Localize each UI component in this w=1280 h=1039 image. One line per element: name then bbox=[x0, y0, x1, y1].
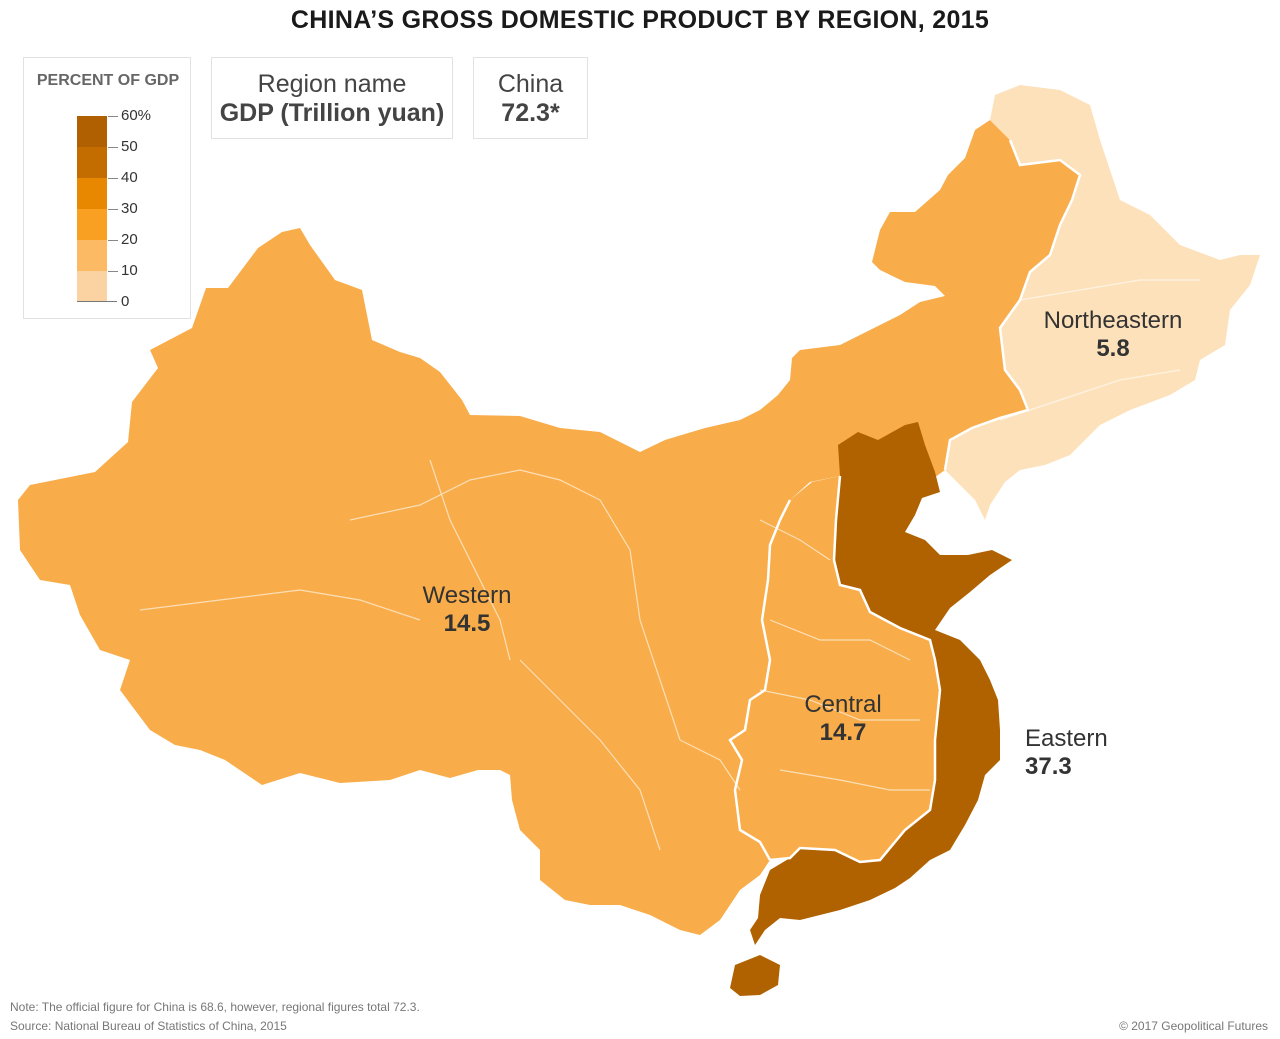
legend-tick-label: 10 bbox=[121, 262, 138, 279]
legend-swatch bbox=[77, 271, 107, 302]
legend-tick-label: 30 bbox=[121, 200, 138, 217]
region-eastern-hainan bbox=[730, 955, 780, 996]
region-central bbox=[730, 476, 940, 862]
legend: PERCENT OF GDP 60% 50 40 30 20 10 0 bbox=[23, 57, 191, 319]
footnote: Note: The official figure for China is 6… bbox=[10, 1000, 420, 1014]
region-label-northeastern-name: Northeastern bbox=[1044, 307, 1183, 334]
legend-swatch bbox=[77, 178, 107, 209]
legend-tick bbox=[108, 209, 118, 210]
region-label-western-value: 14.5 bbox=[444, 610, 491, 637]
key-gdp-label: GDP (Trillion yuan) bbox=[219, 99, 445, 127]
legend-baseline bbox=[77, 301, 117, 302]
legend-color-scale bbox=[77, 116, 107, 302]
region-eastern bbox=[750, 422, 1012, 945]
region-label-central-name: Central bbox=[804, 691, 881, 718]
region-label-northeastern-value: 5.8 bbox=[1096, 335, 1129, 362]
key-region-box: Region name GDP (Trillion yuan) bbox=[211, 57, 453, 139]
region-label-western-name: Western bbox=[423, 582, 512, 609]
region-label-eastern-value: 37.3 bbox=[1025, 753, 1072, 780]
legend-tick-label: 0 bbox=[121, 293, 130, 310]
legend-tick-label: 50 bbox=[121, 138, 138, 155]
key-region-name: Region name bbox=[257, 70, 407, 98]
legend-tick bbox=[108, 147, 118, 148]
legend-swatch bbox=[77, 209, 107, 240]
china-total-box: China 72.3* bbox=[473, 57, 588, 139]
region-western bbox=[18, 120, 1080, 935]
region-label-central-value: 14.7 bbox=[820, 719, 867, 746]
source-note: Source: National Bureau of Statistics of… bbox=[10, 1019, 287, 1033]
legend-tick bbox=[108, 271, 118, 272]
region-label-eastern-name: Eastern bbox=[1025, 725, 1108, 752]
legend-tick-label: 60% bbox=[121, 107, 152, 124]
legend-title: PERCENT OF GDP bbox=[36, 72, 180, 89]
province-borders bbox=[139, 279, 1200, 851]
page-title: CHINA’S GROSS DOMESTIC PRODUCT BY REGION… bbox=[290, 6, 990, 34]
legend-tick bbox=[108, 240, 118, 241]
legend-tick bbox=[108, 178, 118, 179]
legend-swatch bbox=[77, 116, 107, 147]
region-borders bbox=[728, 139, 1082, 864]
china-total-value: 72.3* bbox=[501, 99, 560, 127]
legend-swatch bbox=[77, 147, 107, 178]
legend-tick bbox=[108, 116, 118, 117]
legend-tick-label: 20 bbox=[121, 231, 138, 248]
legend-tick-label: 40 bbox=[121, 169, 138, 186]
china-total-name: China bbox=[497, 70, 564, 98]
legend-swatch bbox=[77, 240, 107, 271]
copyright-credit: © 2017 Geopolitical Futures bbox=[1119, 1019, 1268, 1033]
